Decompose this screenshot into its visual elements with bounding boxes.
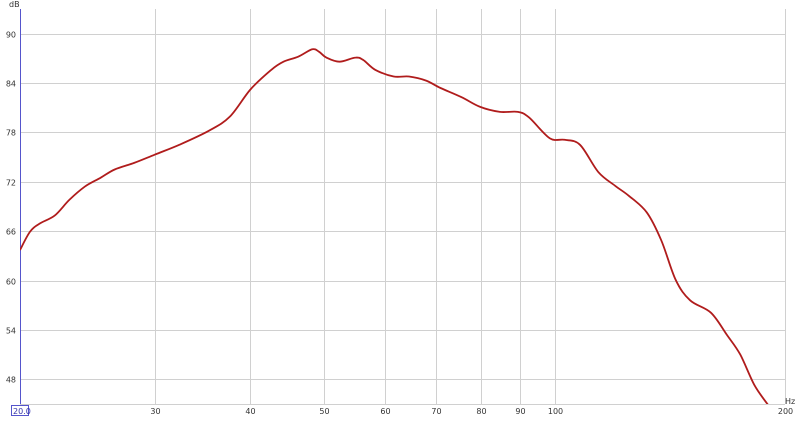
y-axis-label: dB — [9, 0, 20, 9]
y-tick-label: 72 — [6, 179, 16, 188]
x-start-label: 20.0 — [13, 407, 31, 416]
y-tick-label: 66 — [6, 228, 16, 237]
grid — [20, 9, 786, 404]
x-tick-label: 70 — [431, 407, 441, 416]
y-tick-label: 84 — [6, 80, 16, 89]
x-tick-label: 80 — [476, 407, 486, 416]
x-tick-label: 30 — [150, 407, 160, 416]
y-tick-label: 48 — [6, 376, 16, 385]
x-tick-label: 40 — [245, 407, 255, 416]
x-axis-label: Hz — [785, 397, 795, 406]
y-tick-label: 60 — [6, 278, 16, 287]
y-tick-label: 78 — [6, 129, 16, 138]
y-tick-label: 90 — [6, 31, 16, 40]
x-tick-label: 50 — [319, 407, 329, 416]
x-tick-label: 60 — [380, 407, 390, 416]
x-tick-label: 100 — [548, 407, 563, 416]
x-tick-label: 90 — [515, 407, 525, 416]
x-start-box[interactable]: 20.0 — [11, 405, 31, 417]
y-tick-label: 54 — [6, 327, 16, 336]
response-curve — [20, 48, 769, 404]
x-tick-label: 200 — [778, 407, 793, 416]
